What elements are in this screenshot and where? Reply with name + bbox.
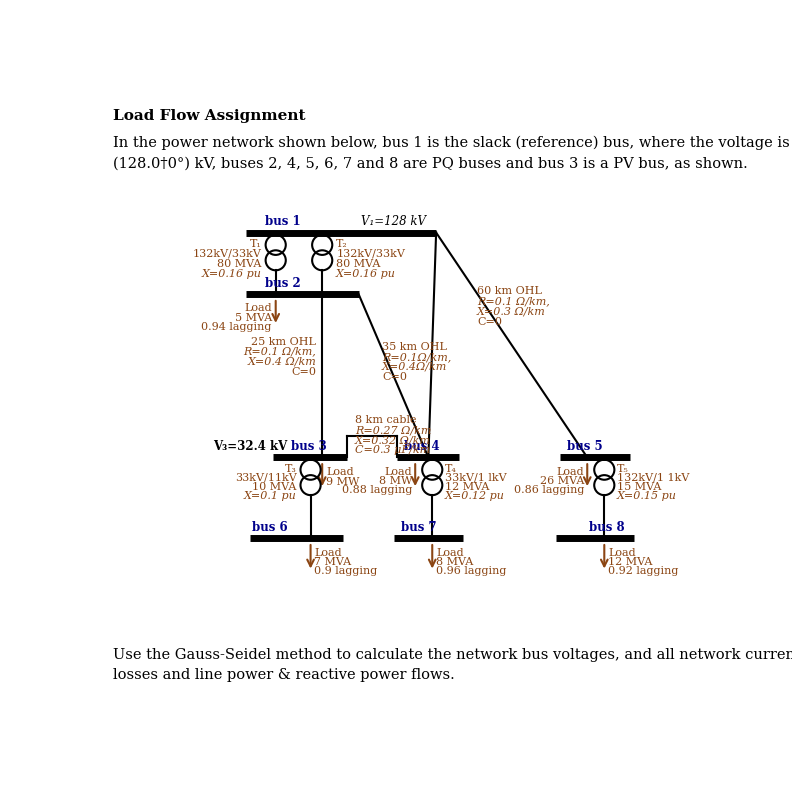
Text: bus 7: bus 7 xyxy=(402,521,437,533)
Text: 0.88 lagging: 0.88 lagging xyxy=(341,485,412,495)
Text: bus 1: bus 1 xyxy=(265,215,300,228)
Text: V₃=32.4 kV: V₃=32.4 kV xyxy=(213,440,287,453)
Text: 0.96 lagging: 0.96 lagging xyxy=(436,566,507,576)
Text: X=0.3 Ω/km: X=0.3 Ω/km xyxy=(478,306,546,317)
Text: 8 MVA: 8 MVA xyxy=(436,556,474,567)
Text: T₅: T₅ xyxy=(617,463,628,474)
Text: bus 3: bus 3 xyxy=(291,440,327,453)
Text: X=0.4Ω/km: X=0.4Ω/km xyxy=(382,362,447,372)
Text: 0.94 lagging: 0.94 lagging xyxy=(201,322,272,332)
Text: (128.0†0°) kV, buses 2, 4, 5, 6, 7 and 8 are PQ buses and bus 3 is a PV bus, as : (128.0†0°) kV, buses 2, 4, 5, 6, 7 and 8… xyxy=(113,157,748,171)
Text: R=0.1Ω/km,: R=0.1Ω/km, xyxy=(382,352,451,362)
Text: X=0.15 pu: X=0.15 pu xyxy=(617,491,676,501)
Text: bus 6: bus 6 xyxy=(253,521,288,533)
Text: 60 km OHL: 60 km OHL xyxy=(478,287,542,296)
Text: C=0: C=0 xyxy=(382,372,407,382)
Text: 33kV/1 lkV: 33kV/1 lkV xyxy=(444,473,506,483)
Text: Load Flow Assignment: Load Flow Assignment xyxy=(113,109,306,123)
Text: 25 km OHL: 25 km OHL xyxy=(251,337,316,346)
Text: V₁=128 kV: V₁=128 kV xyxy=(361,215,426,228)
Text: bus 8: bus 8 xyxy=(588,521,624,533)
Text: 132kV/33kV: 132kV/33kV xyxy=(336,248,405,259)
Text: 0.92 lagging: 0.92 lagging xyxy=(608,566,679,576)
Text: Load: Load xyxy=(384,466,412,477)
Text: 26 MVA: 26 MVA xyxy=(540,476,584,486)
Text: 12 MVA: 12 MVA xyxy=(444,482,489,492)
Text: 80 MVA: 80 MVA xyxy=(336,259,380,269)
Text: 12 MVA: 12 MVA xyxy=(608,556,653,567)
Text: Load: Load xyxy=(314,548,342,557)
Text: R=0.1 Ω/km,: R=0.1 Ω/km, xyxy=(243,346,316,357)
Text: T₂: T₂ xyxy=(336,239,348,248)
Text: In the power network shown below, bus 1 is the slack (reference) bus, where the : In the power network shown below, bus 1 … xyxy=(113,135,792,150)
Text: X=0.12 pu: X=0.12 pu xyxy=(444,491,505,501)
Text: Load: Load xyxy=(557,466,584,477)
Text: bus 2: bus 2 xyxy=(265,276,300,290)
Text: R=0.27 Ω/km: R=0.27 Ω/km xyxy=(355,425,431,435)
Text: Load: Load xyxy=(326,467,354,478)
Text: 0.9 lagging: 0.9 lagging xyxy=(314,566,378,576)
Text: 8 km cable: 8 km cable xyxy=(355,415,417,425)
Text: Load: Load xyxy=(436,548,464,557)
Text: C=0.3 μF/km: C=0.3 μF/km xyxy=(355,445,430,455)
Text: 132kV/1 1kV: 132kV/1 1kV xyxy=(617,473,689,483)
Text: T₃: T₃ xyxy=(285,463,297,474)
Text: losses and line power & reactive power flows.: losses and line power & reactive power f… xyxy=(113,669,455,682)
Text: bus 5: bus 5 xyxy=(567,440,603,453)
Text: 15 MVA: 15 MVA xyxy=(617,482,661,492)
Text: T₁: T₁ xyxy=(250,239,261,248)
Text: X=0.32 Ω/km: X=0.32 Ω/km xyxy=(355,435,431,445)
Text: bus 4: bus 4 xyxy=(404,440,440,453)
Text: 80 MVA: 80 MVA xyxy=(217,259,261,269)
Text: 10 MVA: 10 MVA xyxy=(252,482,297,492)
Text: X=0.1 pu: X=0.1 pu xyxy=(244,491,297,501)
Text: C=0: C=0 xyxy=(478,317,502,326)
Text: X=0.16 pu: X=0.16 pu xyxy=(336,269,396,279)
Text: X=0.4 Ω/km: X=0.4 Ω/km xyxy=(247,357,316,366)
Text: T₄: T₄ xyxy=(444,463,456,474)
Text: 7 MVA: 7 MVA xyxy=(314,556,352,567)
Text: Load: Load xyxy=(244,303,272,314)
Text: C=0: C=0 xyxy=(291,367,316,377)
Text: 33kV/11kV: 33kV/11kV xyxy=(235,473,297,483)
Text: 5 MVA: 5 MVA xyxy=(234,313,272,322)
Text: 132kV/33kV: 132kV/33kV xyxy=(193,248,261,259)
Text: 9 MW: 9 MW xyxy=(326,477,360,486)
Text: X=0.16 pu: X=0.16 pu xyxy=(202,269,261,279)
Text: Use the Gauss-Seidel method to calculate the network bus voltages, and all netwo: Use the Gauss-Seidel method to calculate… xyxy=(113,649,792,662)
Text: 8 MW: 8 MW xyxy=(379,476,412,486)
Text: 0.86 lagging: 0.86 lagging xyxy=(514,485,584,495)
Text: R=0.1 Ω/km,: R=0.1 Ω/km, xyxy=(478,296,550,306)
Text: 35 km OHL: 35 km OHL xyxy=(382,342,447,352)
Text: Load: Load xyxy=(608,548,636,557)
